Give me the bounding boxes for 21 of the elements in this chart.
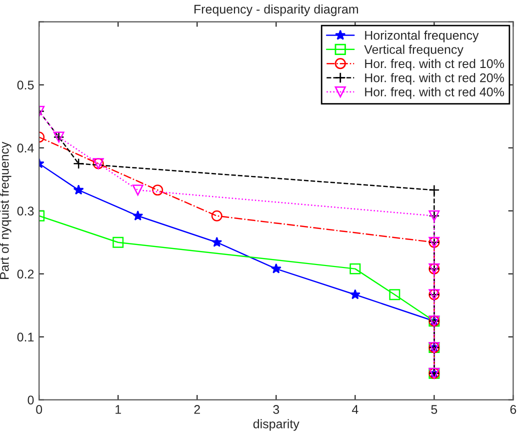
legend-label: Hor. freq. with ct red 40%: [365, 87, 504, 99]
x-tick-label: 3: [273, 405, 280, 414]
x-tick-label: 0: [36, 405, 42, 414]
legend-label: Horizontal frequency: [365, 30, 479, 42]
chart-title: Frequency - disparity diagram: [194, 4, 358, 16]
y-tick-label: 0.3: [17, 206, 34, 216]
y-tick-label: 0.2: [17, 270, 34, 279]
y-axis-title: Part of nyquist frequency: [0, 142, 12, 279]
x-axis-title: disparity: [253, 419, 300, 431]
x-tick-label: 4: [352, 405, 358, 414]
y-tick-label: 0.5: [17, 80, 34, 90]
legend-label: Hor. freq. with ct red 10%: [365, 58, 504, 71]
x-tick-label: 5: [431, 405, 438, 414]
y-tick-label: 0.1: [17, 332, 34, 342]
x-tick-label: 2: [194, 405, 200, 414]
y-tick-label: 0.4: [17, 144, 34, 153]
legend-label: Vertical frequency: [364, 44, 464, 56]
x-tick-label: 1: [116, 405, 121, 414]
legend-label: Hor. freq. with ct red 20%: [365, 73, 504, 85]
x-tick-label: 6: [510, 405, 516, 414]
y-tick-label: 0: [28, 396, 34, 405]
